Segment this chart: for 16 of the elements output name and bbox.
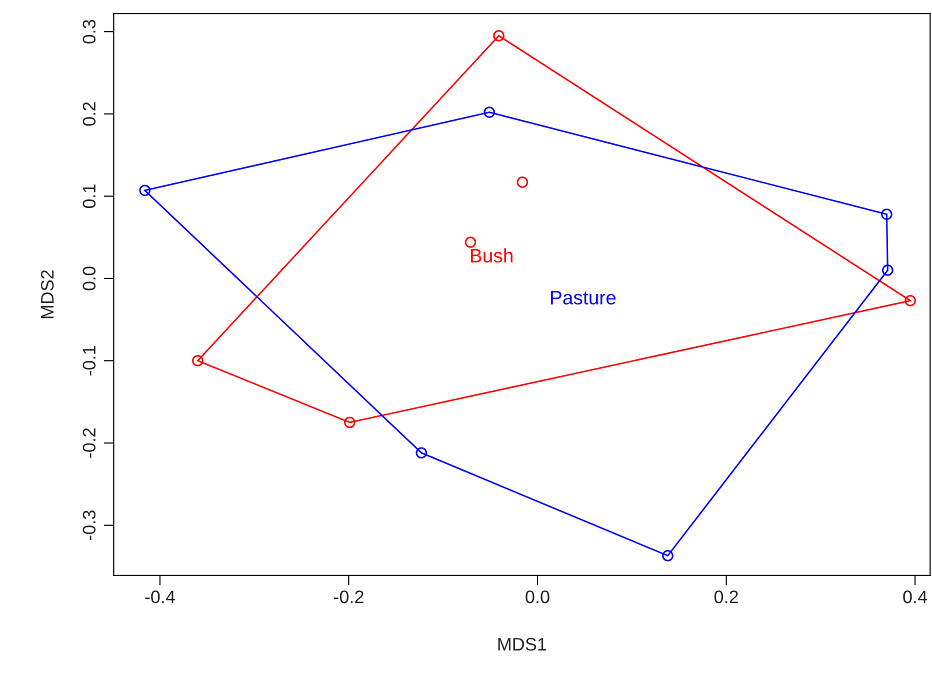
y-tick-label: -0.1 xyxy=(82,346,96,376)
x-tick-label: 0.4 xyxy=(903,590,928,604)
y-tick-label: 0.0 xyxy=(82,266,96,290)
y-tick-label: 0.1 xyxy=(82,184,96,208)
x-axis-title: MDS1 xyxy=(498,638,546,651)
text: Pasture xyxy=(551,290,616,305)
y-tick-label: -0.2 xyxy=(82,428,96,458)
y-tick-label: -0.3 xyxy=(82,510,96,540)
y-tick-label: 0.3 xyxy=(82,20,96,44)
x-tick-label: -0.4 xyxy=(145,590,175,604)
y-axis-title: MDS2 xyxy=(40,270,54,318)
x-tick-label: 0.0 xyxy=(526,590,550,604)
series-label: Bush xyxy=(470,248,512,263)
x-tick-label: -0.2 xyxy=(334,590,364,604)
y-tick-label: 0.2 xyxy=(82,102,96,126)
x-tick-label: 0.2 xyxy=(714,590,738,604)
